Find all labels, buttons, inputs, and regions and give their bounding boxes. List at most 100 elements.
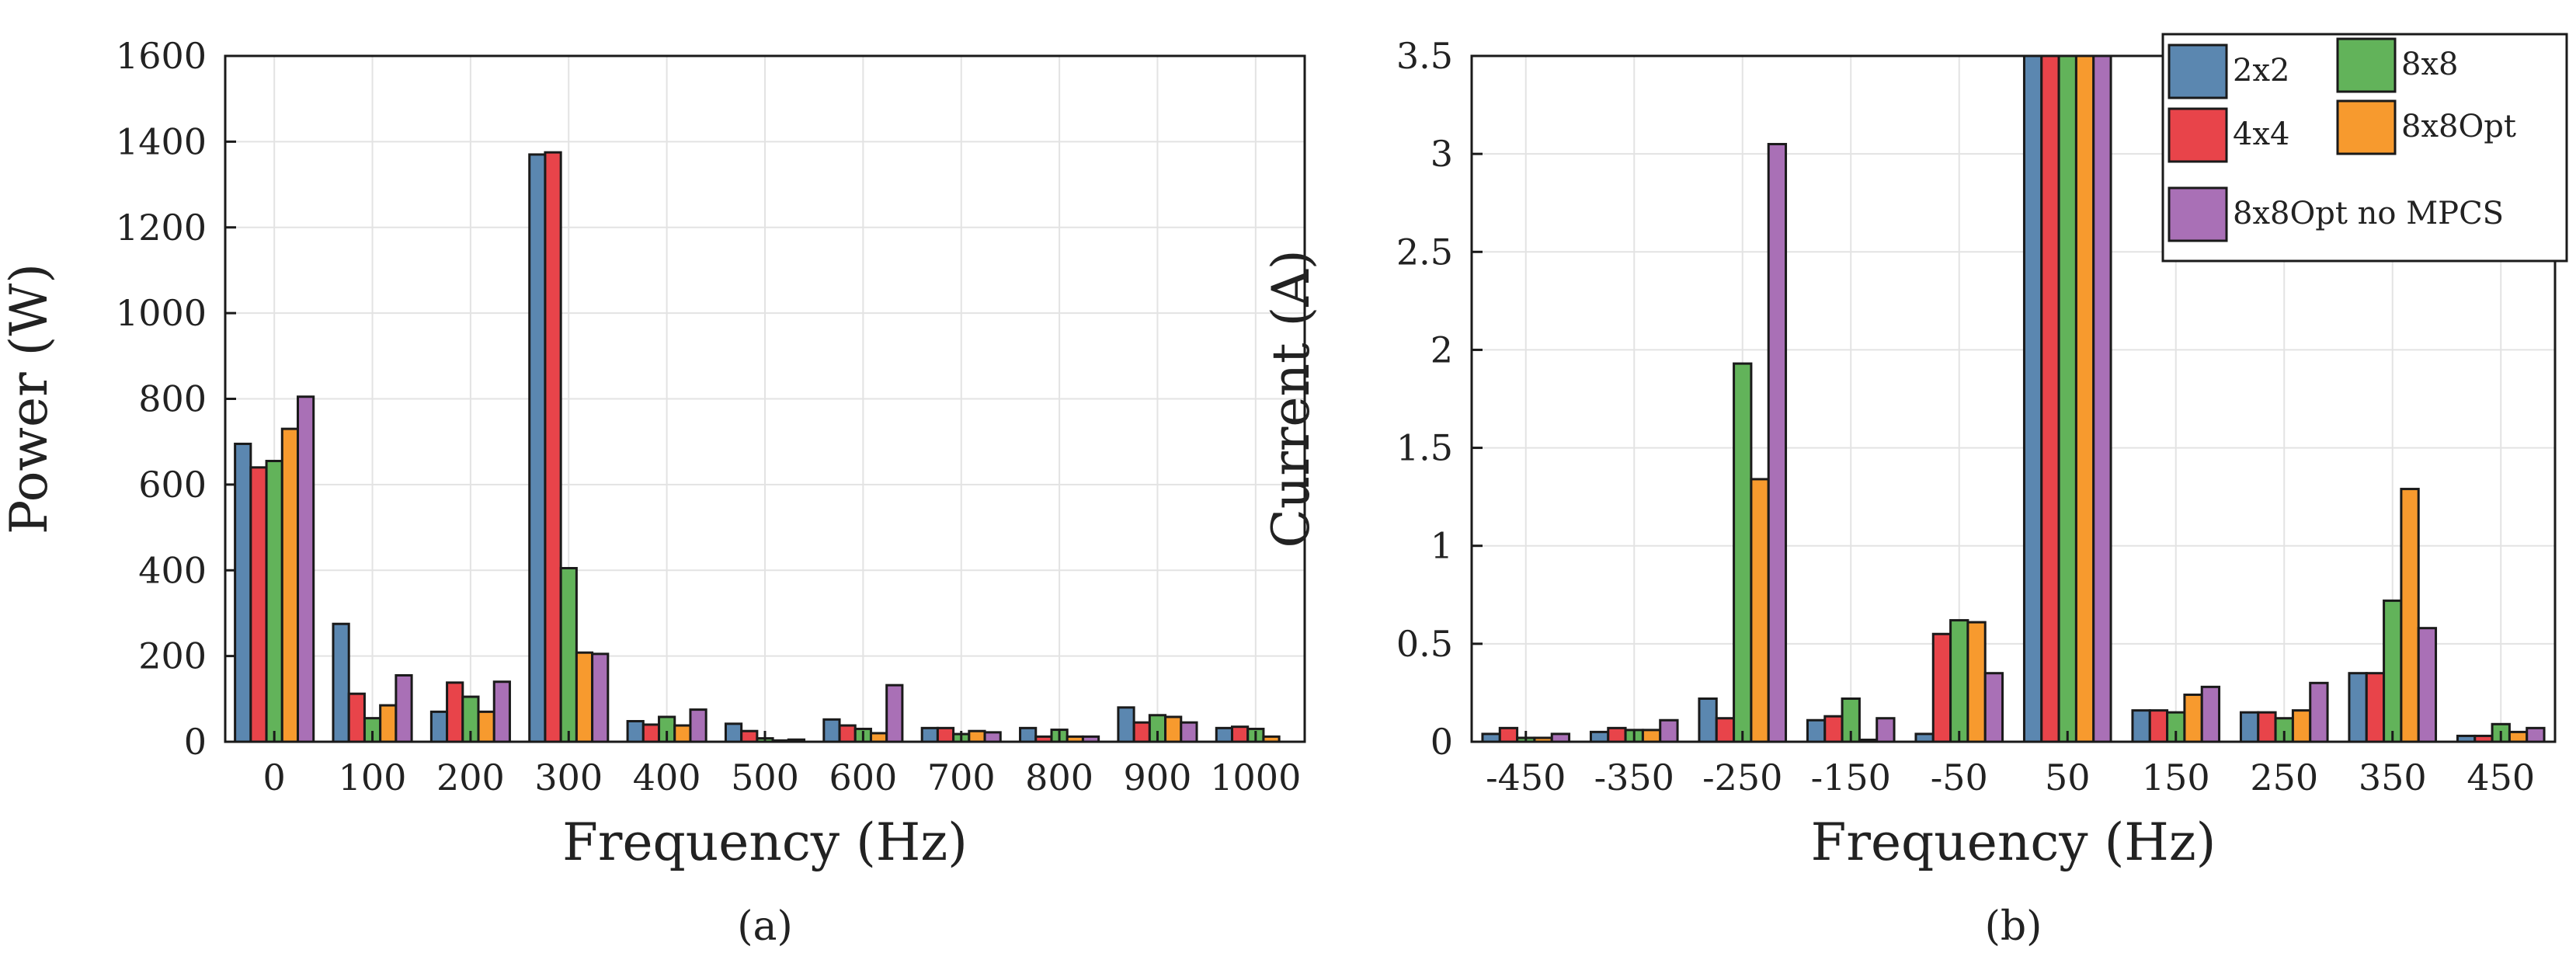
- x-tick-label: -250: [1702, 757, 1782, 798]
- x-tick-label: 600: [829, 757, 897, 798]
- x-tick-label: -350: [1594, 757, 1674, 798]
- x-tick-label: -50: [1931, 757, 1988, 798]
- bar: [1733, 362, 1753, 743]
- bar: [1117, 706, 1135, 743]
- y-tick-label: 1000: [116, 292, 207, 334]
- bar: [492, 680, 511, 743]
- y-tick-label: 1600: [116, 35, 207, 77]
- x-tick-label: 200: [436, 757, 505, 798]
- y-tick-label: 1.5: [1396, 427, 1453, 469]
- x-tick-label: 1000: [1210, 757, 1301, 798]
- y-tick-label: 0: [184, 721, 207, 763]
- bar: [1949, 619, 1969, 743]
- bar: [983, 731, 1002, 743]
- legend-swatch: [2168, 43, 2228, 99]
- bar: [1750, 478, 1770, 743]
- axes-box: [1470, 54, 2557, 743]
- bar: [446, 681, 464, 743]
- x-tick-label: -450: [1486, 757, 1566, 798]
- legend-label: 8x8Opt: [2401, 109, 2516, 144]
- x-tick-label: 900: [1124, 757, 1192, 798]
- bar: [1823, 715, 1844, 743]
- bar: [1230, 725, 1250, 743]
- bar: [1876, 717, 1896, 743]
- y-axis-label: Current (A): [1261, 249, 1321, 548]
- y-tick-label: 0.5: [1396, 623, 1453, 665]
- bar: [249, 466, 268, 743]
- bar: [528, 153, 547, 743]
- bar: [265, 460, 283, 743]
- y-tick-label: 2: [1431, 329, 1453, 370]
- bar: [1132, 721, 1151, 743]
- bar: [280, 427, 300, 743]
- x-tick-label: 700: [927, 757, 996, 798]
- bar: [2526, 726, 2546, 743]
- bar: [477, 710, 495, 743]
- y-tick-label: 400: [138, 549, 207, 591]
- x-tick-label: 0: [263, 757, 286, 798]
- bar: [689, 708, 707, 743]
- bar: [1715, 717, 1736, 743]
- bar: [968, 729, 986, 743]
- y-tick-label: 200: [138, 635, 207, 677]
- bar: [1164, 715, 1183, 743]
- bar: [379, 704, 398, 743]
- bar: [2309, 681, 2329, 743]
- figure-caption: (a): [737, 903, 793, 950]
- x-axis-label: Frequency (Hz): [562, 812, 968, 872]
- x-tick-label: -150: [1811, 757, 1891, 798]
- legend-swatch: [2168, 186, 2228, 242]
- bar: [1019, 726, 1038, 743]
- legend-label: 2x2: [2233, 53, 2289, 89]
- bar: [1767, 143, 1788, 743]
- y-tick-label: 0: [1431, 721, 1453, 763]
- bar: [544, 151, 562, 743]
- bar: [395, 673, 413, 743]
- x-tick-label: 350: [2359, 757, 2427, 798]
- bar: [2400, 488, 2420, 743]
- x-tick-label: 300: [534, 757, 603, 798]
- bar: [332, 622, 350, 743]
- x-tick-label: 150: [2142, 757, 2210, 798]
- bar: [1498, 726, 1519, 743]
- legend-label: 8x8: [2401, 47, 2458, 82]
- y-tick-label: 600: [138, 464, 207, 506]
- bar: [740, 729, 759, 743]
- bar: [2183, 693, 2203, 743]
- bar: [1180, 721, 1198, 743]
- bar: [885, 684, 904, 743]
- x-tick-label: 100: [339, 757, 407, 798]
- x-tick-label: 450: [2466, 757, 2535, 798]
- legend-label: 4x4: [2233, 117, 2289, 152]
- bar: [641, 723, 661, 743]
- bar: [2365, 672, 2386, 743]
- bar: [1806, 718, 1827, 743]
- legend: 2x2 4x4 8x8 8x8Opt 8x8Opt no MPCS: [2161, 33, 2568, 263]
- bar: [1966, 621, 1987, 743]
- bar: [297, 395, 315, 743]
- bar: [626, 720, 645, 743]
- bar: [838, 724, 857, 743]
- bar: [2131, 709, 2151, 743]
- bar: [1914, 732, 1935, 743]
- x-tick-label: 400: [633, 757, 701, 798]
- bar: [2257, 711, 2277, 743]
- bar: [591, 652, 610, 743]
- y-tick-label: 1400: [116, 120, 207, 162]
- bar: [1641, 729, 1662, 743]
- legend-swatch: [2336, 99, 2397, 155]
- bar: [869, 732, 888, 743]
- bar: [1983, 672, 2004, 743]
- x-tick-label: 250: [2250, 757, 2318, 798]
- bar: [1659, 718, 1679, 743]
- bar: [822, 718, 841, 743]
- bar: [1215, 726, 1233, 743]
- y-tick-label: 1200: [116, 207, 207, 249]
- y-axis-label: Power (W): [0, 263, 59, 534]
- bar: [575, 651, 594, 743]
- bar: [1931, 632, 1952, 743]
- bar: [2148, 709, 2169, 743]
- bar: [234, 442, 252, 743]
